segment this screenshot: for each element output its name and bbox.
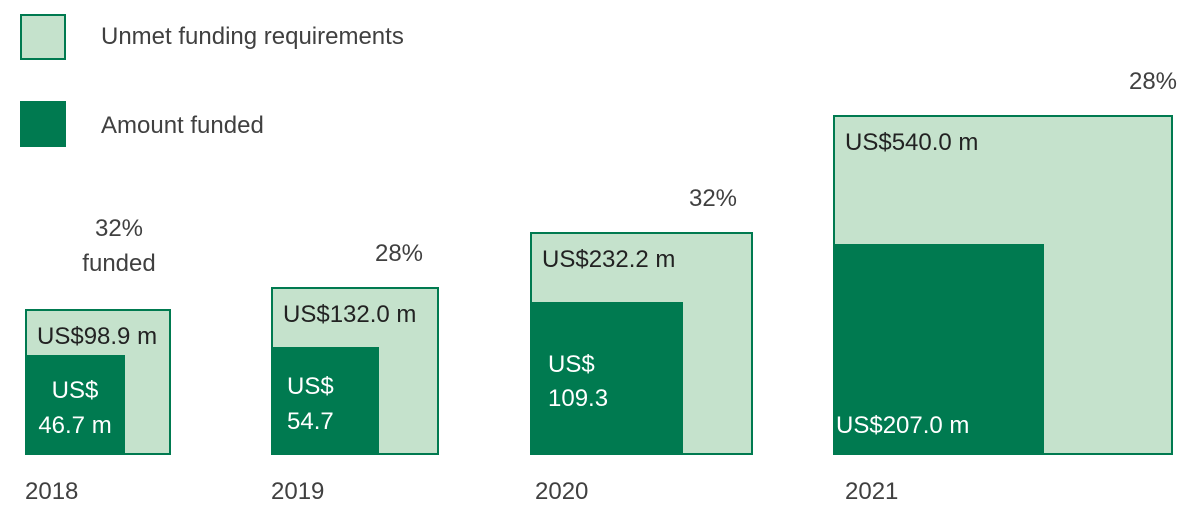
funded-square-2019 xyxy=(271,347,379,455)
percent-label-2019: 28% xyxy=(339,237,459,272)
legend-swatch-funded xyxy=(20,101,66,147)
year-label-2020: 2020 xyxy=(535,478,589,505)
funded-label-2019: US$ 54.7 xyxy=(287,370,395,440)
funded-label-2019-line2: 54.7 xyxy=(287,407,334,435)
funded-label-2021: US$207.0 m xyxy=(836,409,969,444)
percent-label-2018: 32% funded xyxy=(59,212,179,282)
requirement-label-2019: US$132.0 m xyxy=(283,301,417,328)
percent-label-2019-line1: 28% xyxy=(374,240,424,267)
requirement-label-2020: US$232.2 m xyxy=(542,246,676,273)
legend-swatch-unmet xyxy=(20,14,66,60)
funded-label-2018-line2: 46.7 m xyxy=(38,411,112,439)
funded-square-2018 xyxy=(25,355,125,455)
funded-square-2021 xyxy=(833,244,1044,455)
funded-label-2020: US$ 109.3 xyxy=(548,348,701,418)
funded-label-2021-line1: US$207.0 m xyxy=(836,412,970,439)
year-label-2021: 2021 xyxy=(845,478,899,505)
funded-label-2020-line2: 109.3 xyxy=(548,385,609,413)
percent-label-2020-line1: 32% xyxy=(688,185,738,212)
funded-square-2020 xyxy=(530,302,683,455)
percent-label-2018-line1: 32% xyxy=(94,215,144,242)
requirement-label-2021: US$540.0 m xyxy=(845,129,979,156)
year-label-2018: 2018 xyxy=(25,478,79,505)
funded-label-2020-line1: US$ xyxy=(548,350,595,378)
funded-label-2019-line1: US$ xyxy=(287,373,334,400)
percent-label-2021-line1: 28% xyxy=(1128,68,1178,95)
requirement-label-2018: US$98.9 m xyxy=(37,323,158,350)
legend-label-funded: Amount funded xyxy=(101,112,264,139)
funded-label-2018: US$ 46.7 m xyxy=(25,374,125,444)
percent-label-2018-line2: funded xyxy=(82,249,156,277)
year-label-2019: 2019 xyxy=(271,478,325,505)
percent-label-2020: 32% xyxy=(653,182,773,217)
funded-label-2018-line1: US$ xyxy=(51,377,99,404)
percent-label-2021: 28% xyxy=(1093,65,1200,100)
legend-label-unmet: Unmet funding requirements xyxy=(101,23,404,50)
